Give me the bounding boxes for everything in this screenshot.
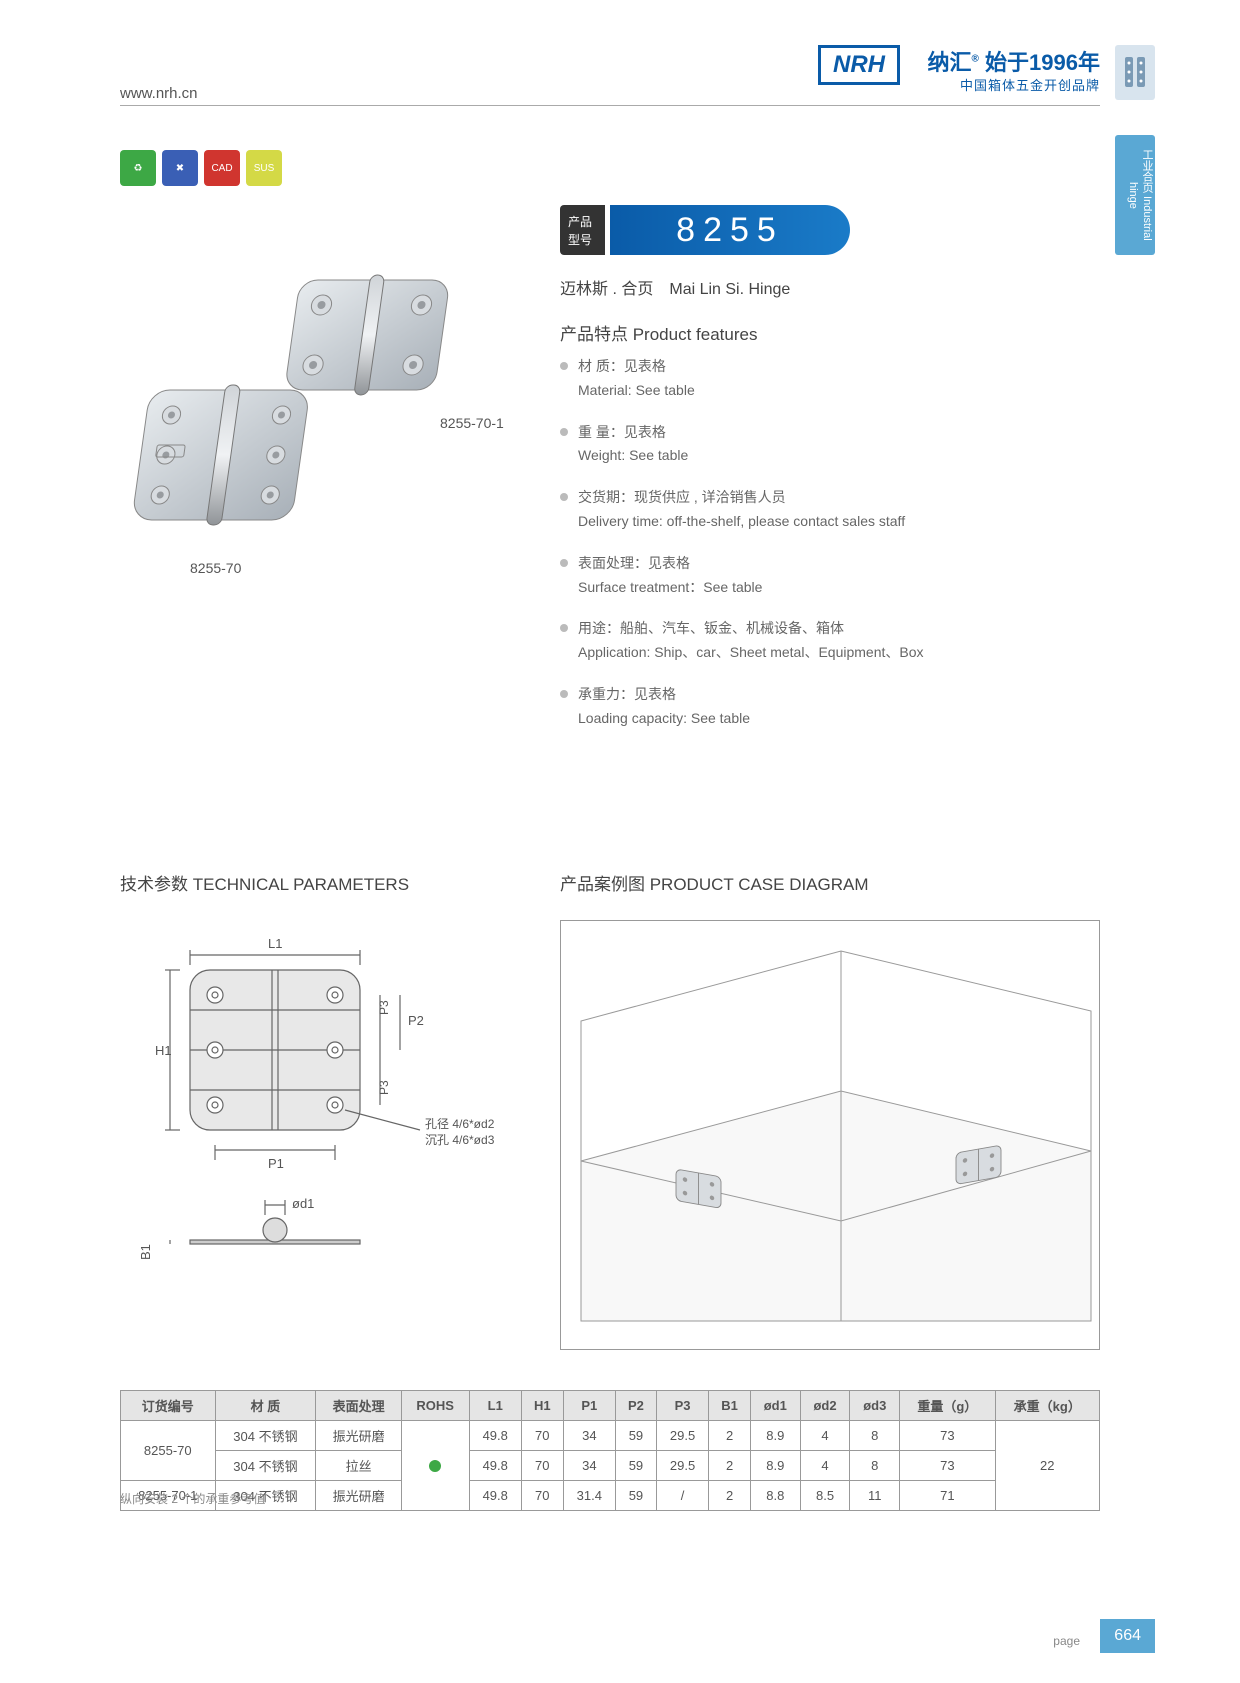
technical-diagram: L1 H1 P1 P2 P3 P3 孔径 4/6*ød2 沉孔 4/6*ød3 … bbox=[120, 920, 520, 1350]
tech-params-title: 技术参数 TECHNICAL PARAMETERS bbox=[120, 870, 409, 895]
page-number: 664 bbox=[1100, 1619, 1155, 1653]
page-label: page bbox=[1053, 1634, 1080, 1648]
badge-eco-icon: ♻ bbox=[120, 150, 156, 186]
product-image: 8255-70-1 8255-70 bbox=[130, 260, 510, 620]
logo: NRH bbox=[818, 45, 900, 85]
header-divider bbox=[120, 105, 1100, 106]
svg-text:P3: P3 bbox=[377, 1080, 391, 1095]
badge-sus-icon: SUS bbox=[246, 150, 282, 186]
model-label: 产品 型号 bbox=[560, 205, 605, 255]
table-footnote: 纵向安装 2 个的承重参考值 bbox=[120, 1490, 265, 1507]
brand-slogan: 中国箱体五金开创品牌 bbox=[960, 75, 1100, 94]
svg-text:B1: B1 bbox=[138, 1244, 153, 1260]
brand-name: 纳汇® 始于1996年 bbox=[928, 45, 1100, 77]
svg-text:ød1: ød1 bbox=[292, 1196, 314, 1211]
hinge-icon bbox=[1115, 45, 1155, 100]
svg-text:H1: H1 bbox=[155, 1043, 172, 1058]
params-table: 订货编号材 质表面处理ROHSL1H1P1P2P3B1ød1ød2ød3重量（g… bbox=[120, 1390, 1100, 1511]
badge-cad-icon: CAD bbox=[204, 150, 240, 186]
svg-text:沉孔 4/6*ød3: 沉孔 4/6*ød3 bbox=[425, 1133, 495, 1147]
sample-label-1: 8255-70 bbox=[190, 560, 241, 576]
svg-text:孔径 4/6*ød2: 孔径 4/6*ød2 bbox=[425, 1117, 495, 1131]
url-text: www.nrh.cn bbox=[120, 85, 198, 102]
svg-text:P1: P1 bbox=[268, 1156, 284, 1171]
product-name: 迈林斯 . 合页 Mai Lin Si. Hinge bbox=[560, 275, 790, 299]
side-tab: 工业合页 Industrial hinge bbox=[1115, 135, 1155, 255]
svg-text:P2: P2 bbox=[408, 1013, 424, 1028]
svg-text:L1: L1 bbox=[268, 936, 282, 951]
model-number: 8255 bbox=[610, 205, 850, 255]
badge-tools-icon: ✖ bbox=[162, 150, 198, 186]
features-title: 产品特点 Product features bbox=[560, 320, 757, 345]
case-diagram bbox=[560, 920, 1100, 1350]
svg-text:P3: P3 bbox=[377, 1000, 391, 1015]
case-diagram-title: 产品案例图 PRODUCT CASE DIAGRAM bbox=[560, 870, 869, 895]
features-list: 材 质：见表格Material: See table重 量：见表格Weight:… bbox=[560, 355, 1100, 749]
badges: ♻ ✖ CAD SUS bbox=[120, 150, 282, 186]
sample-label-2: 8255-70-1 bbox=[440, 415, 504, 431]
